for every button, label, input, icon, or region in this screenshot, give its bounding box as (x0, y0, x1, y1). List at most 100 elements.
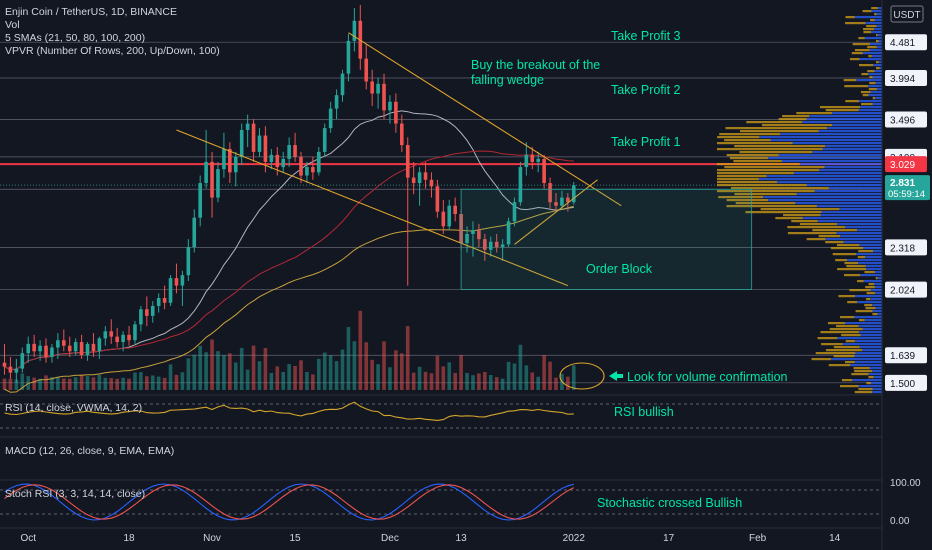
vpvr-row-down (745, 211, 822, 214)
vpvr-row-down (820, 106, 861, 109)
volume-bar (174, 374, 179, 390)
vpvr-row-down (845, 340, 855, 343)
vpvr-row-up (820, 214, 882, 217)
stoch-rsi-legend[interactable]: Stoch RSI (3, 3, 14, 14, close) (5, 488, 146, 500)
candle-body (103, 331, 108, 339)
countdown-text: 05:59:14 (888, 189, 925, 200)
vpvr-row-down (717, 169, 820, 172)
vpvr-row-down (812, 229, 857, 232)
vpvr-row-up (858, 325, 882, 328)
vpvr-row-down (862, 94, 869, 97)
vpvr-row-up (862, 52, 882, 55)
vpvr-row-down (719, 133, 781, 136)
volume-bar (109, 378, 114, 390)
volume-legend[interactable]: Vol (5, 19, 20, 31)
breakout-label-line2: falling wedge (471, 73, 544, 87)
vpvr-row-up (796, 193, 882, 196)
candle-body (483, 239, 487, 250)
vpvr-row-up (858, 262, 882, 265)
candle-body (566, 197, 570, 203)
volume-bar (554, 377, 558, 390)
vpvr-row-down (851, 52, 863, 55)
vpvr-row-up (877, 34, 882, 37)
vpvr-row-down (796, 112, 833, 115)
vpvr-row-up (855, 352, 882, 355)
currency-badge (890, 5, 924, 23)
vpvr-row-up (868, 373, 882, 376)
vpvr-row-down (729, 157, 768, 160)
vpvr-row-up (763, 196, 882, 199)
price-level-tag (885, 111, 927, 128)
vpvr-legend[interactable]: VPVR (Number Of Rows, 200, Up/Down, 100) (5, 45, 220, 57)
candle-body (400, 123, 404, 146)
candle-body (311, 167, 315, 173)
vpvr-row-up (831, 358, 882, 361)
candle-body (32, 343, 36, 352)
volume-bar (548, 361, 552, 390)
vpvr-row-up (857, 301, 882, 304)
volume-bar (370, 359, 374, 390)
vpvr-row-down (841, 379, 853, 382)
vpvr-row-down (869, 82, 876, 85)
candle-body (275, 154, 280, 168)
vpvr-row-up (878, 61, 882, 64)
vpvr-row-down (833, 355, 855, 358)
wedge-lower-line (176, 129, 569, 287)
vpvr-row-up (876, 25, 882, 28)
vpvr-row-up (874, 271, 882, 274)
candle-body (542, 158, 546, 184)
vpvr-row-up (854, 355, 882, 358)
vpvr-row-down (739, 151, 813, 154)
vpvr-row-up (877, 313, 882, 316)
volume-bar (79, 374, 84, 390)
vpvr-row-up (837, 223, 882, 226)
vpvr-row-up (865, 256, 882, 259)
candle-body (477, 230, 481, 240)
volume-bar (316, 358, 321, 390)
vpvr-row-down (843, 79, 857, 82)
vpvr-row-up (866, 268, 882, 271)
vpvr-row-down (829, 328, 863, 331)
candle-body (239, 129, 244, 157)
vpvr-row-up (862, 328, 882, 331)
volume-bar (305, 372, 309, 390)
vpvr-row-up (850, 364, 882, 367)
vpvr-row-up (877, 7, 882, 10)
last-price-text: 2.831 (890, 178, 915, 189)
vpvr-row-down (870, 19, 875, 22)
volume-bar (216, 351, 220, 390)
candle-body (2, 362, 7, 367)
candle-body (435, 186, 440, 212)
vpvr-row-down (866, 25, 877, 28)
candle-body (127, 334, 131, 341)
vpvr-row-up (875, 307, 882, 310)
candle-body (417, 172, 422, 184)
vpvr-row-up (874, 28, 882, 31)
sma-legend[interactable]: 5 SMAs (21, 50, 80, 100, 200) (5, 32, 146, 44)
vpvr-row-down (865, 286, 875, 289)
vpvr-row-up (843, 241, 882, 244)
vpvr-row-down (840, 316, 855, 319)
candle-body (370, 81, 374, 94)
price-level-text: 2.024 (890, 286, 915, 297)
vpvr-row-down (844, 85, 869, 88)
volume-bar (91, 377, 96, 390)
vpvr-row-up (869, 367, 882, 370)
rsi-legend[interactable]: RSI (14, close, VWMA, 14, 2) (5, 402, 143, 414)
vpvr-row-down (845, 22, 866, 25)
time-tick: 15 (290, 533, 302, 544)
time-tick: Dec (381, 533, 399, 544)
volume-bar (251, 345, 256, 390)
volume-bar (32, 377, 36, 390)
vpvr-row-down (825, 109, 859, 112)
vpvr-row-up (817, 220, 882, 223)
vpvr-row-up (842, 343, 882, 346)
candle-body (204, 161, 208, 184)
vpvr-row-up (828, 187, 882, 190)
candle-body (453, 205, 457, 215)
vpvr-row-down (866, 298, 871, 301)
symbol-legend[interactable]: Enjin Coin / TetherUS, 1D, BINANCE (5, 6, 177, 18)
macd-legend[interactable]: MACD (12, 26, close, 9, EMA, EMA) (5, 445, 175, 457)
candle-body (198, 183, 202, 218)
